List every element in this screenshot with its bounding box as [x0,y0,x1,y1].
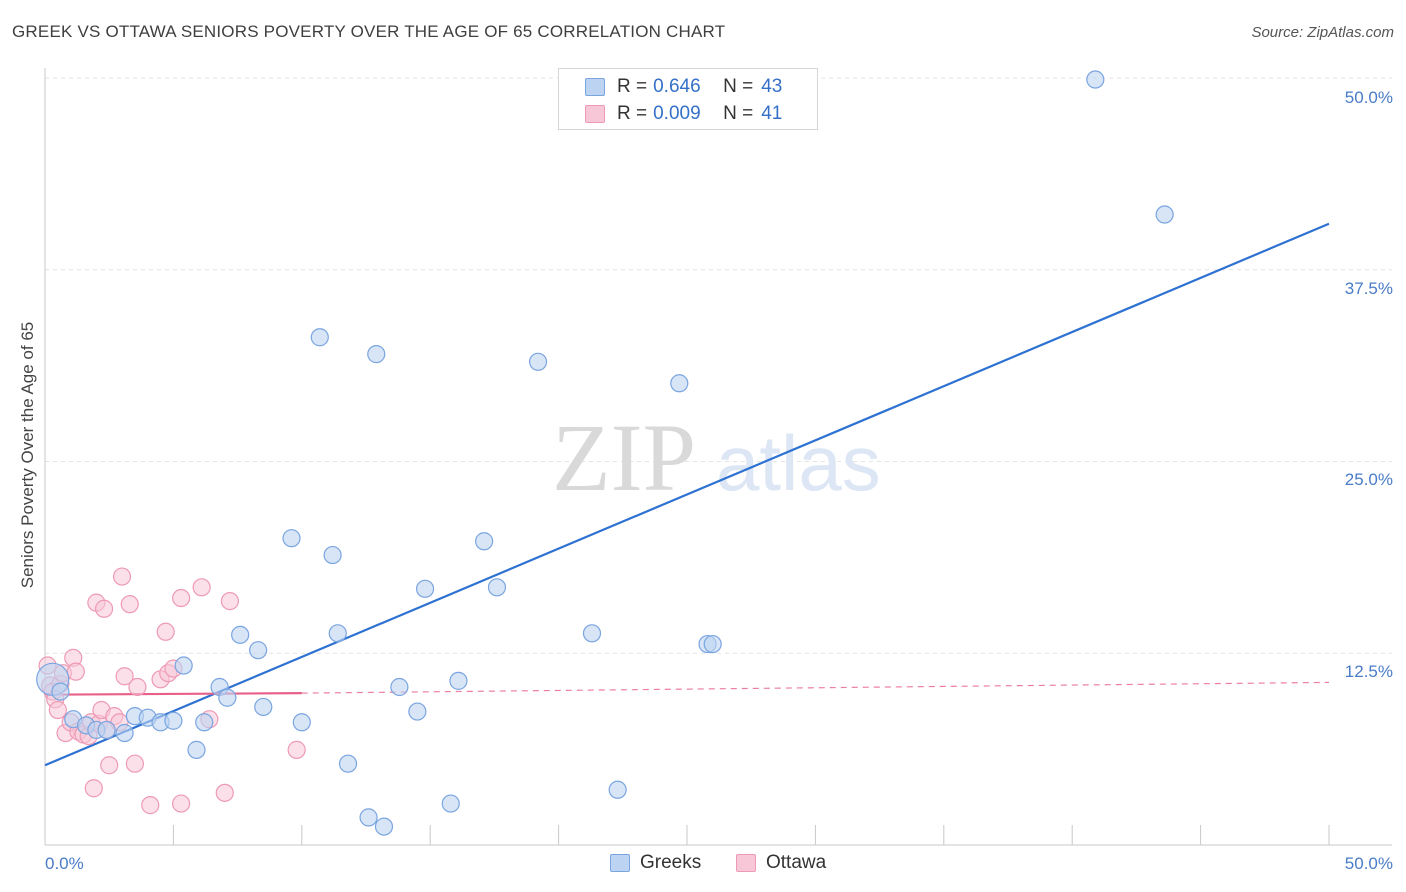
legend-ottawa-label: Ottawa [766,852,827,873]
ottawa-point [112,567,132,586]
greeks-point [115,723,134,743]
ottawa-point [94,599,114,618]
greeks-point [195,713,214,732]
greeks-point [97,720,116,740]
trend-lines [44,222,1330,767]
x-tick-label-1: 50.0% [1345,854,1393,873]
watermark: ZIP atlas [552,404,881,511]
watermark-atlas: atlas [716,419,881,507]
greeks-point [282,529,301,548]
greeks-point [328,624,347,643]
stats-legend: R = 0.646 N = 43 R = 0.009 N = 41 [558,68,818,130]
greeks-point [164,711,183,730]
greeks-point [703,634,722,654]
ottawa-point [172,794,191,813]
greeks-point [408,702,427,721]
legend-n-value: 43 [761,76,783,97]
legend-n-value: 41 [761,103,783,124]
legend-r-label: R = [617,76,648,97]
legend-n-label: N = [723,103,754,124]
ottawa-point [84,779,103,798]
ottawa-point [115,667,134,686]
ottawa-trend-line [44,692,302,696]
ottawa-swatch [585,105,605,123]
greeks-trend-line [44,222,1330,767]
ottawa-point [172,588,191,608]
greeks-point [359,808,378,827]
greeks-point [487,578,507,597]
tick-labels: 0.0% 50.0% 12.5% 25.0% 37.5% 50.0% [45,88,1393,873]
legend-item-ottawa[interactable]: Ottawa [736,852,826,874]
greeks-point [338,754,358,773]
greeks-point [1155,205,1174,224]
legend-greeks-label: Greeks [640,852,702,873]
greeks-point [218,688,237,707]
greeks-point [449,671,468,690]
legend-r-label: R = [617,103,648,124]
greeks-point [174,656,193,675]
data-points [36,70,1174,836]
x-tick-label-0: 0.0% [45,854,84,873]
ottawa-swatch [736,854,756,872]
legend-n-label: N = [723,76,754,97]
greeks-point [187,740,206,759]
ottawa-point [120,595,139,614]
greeks-point [390,677,409,697]
ottawa-point [141,796,160,815]
greeks-point [374,817,394,836]
legend-row-greeks: R = 0.646 N = 43 [585,75,782,99]
legend-item-greeks[interactable]: Greeks [610,852,701,874]
greeks-point [415,579,435,598]
ottawa-point [66,662,85,681]
greeks-point [292,713,311,732]
greeks-point [582,624,602,643]
ottawa-point [192,578,211,597]
source-label: Source: ZipAtlas.com [1251,24,1394,41]
y-tick-label-12-5: 12.5% [1345,662,1393,681]
greeks-point [670,374,689,393]
chart-title: GREEK VS OTTAWA SENIORS POVERTY OVER THE… [12,22,726,41]
ottawa-point [128,677,147,697]
series-legend: Greeks Ottawa [0,852,1406,878]
greeks-point [528,352,548,371]
grid-lines [45,77,1392,654]
ottawa-point [215,783,234,802]
axes [44,68,1392,846]
greeks-point [323,545,342,565]
y-tick-label-50: 50.0% [1345,88,1393,107]
y-tick-label-25: 25.0% [1345,470,1393,489]
greeks-point [51,682,70,701]
ottawa-point [48,700,67,720]
greeks-point [249,641,268,660]
greeks-point [231,625,250,644]
greeks-point [475,532,494,551]
greeks-point [441,794,460,813]
ottawa-point [125,754,144,773]
legend-row-ottawa: R = 0.009 N = 41 [585,102,782,126]
ottawa-point [100,756,119,775]
ottawa-point [220,591,239,611]
greeks-point [310,328,329,347]
ottawa-point [287,740,306,759]
ottawa-point [156,622,175,641]
greeks-swatch [610,854,630,872]
greeks-point [608,780,627,799]
legend-r-value: 0.646 [653,76,701,97]
watermark-zip: ZIP [552,404,696,511]
legend-r-value: 0.009 [653,103,701,124]
greeks-point [254,697,273,717]
greeks-point [367,345,386,364]
y-tick-label-37-5: 37.5% [1345,279,1393,298]
greeks-swatch [585,78,605,96]
greeks-point [1086,70,1105,89]
